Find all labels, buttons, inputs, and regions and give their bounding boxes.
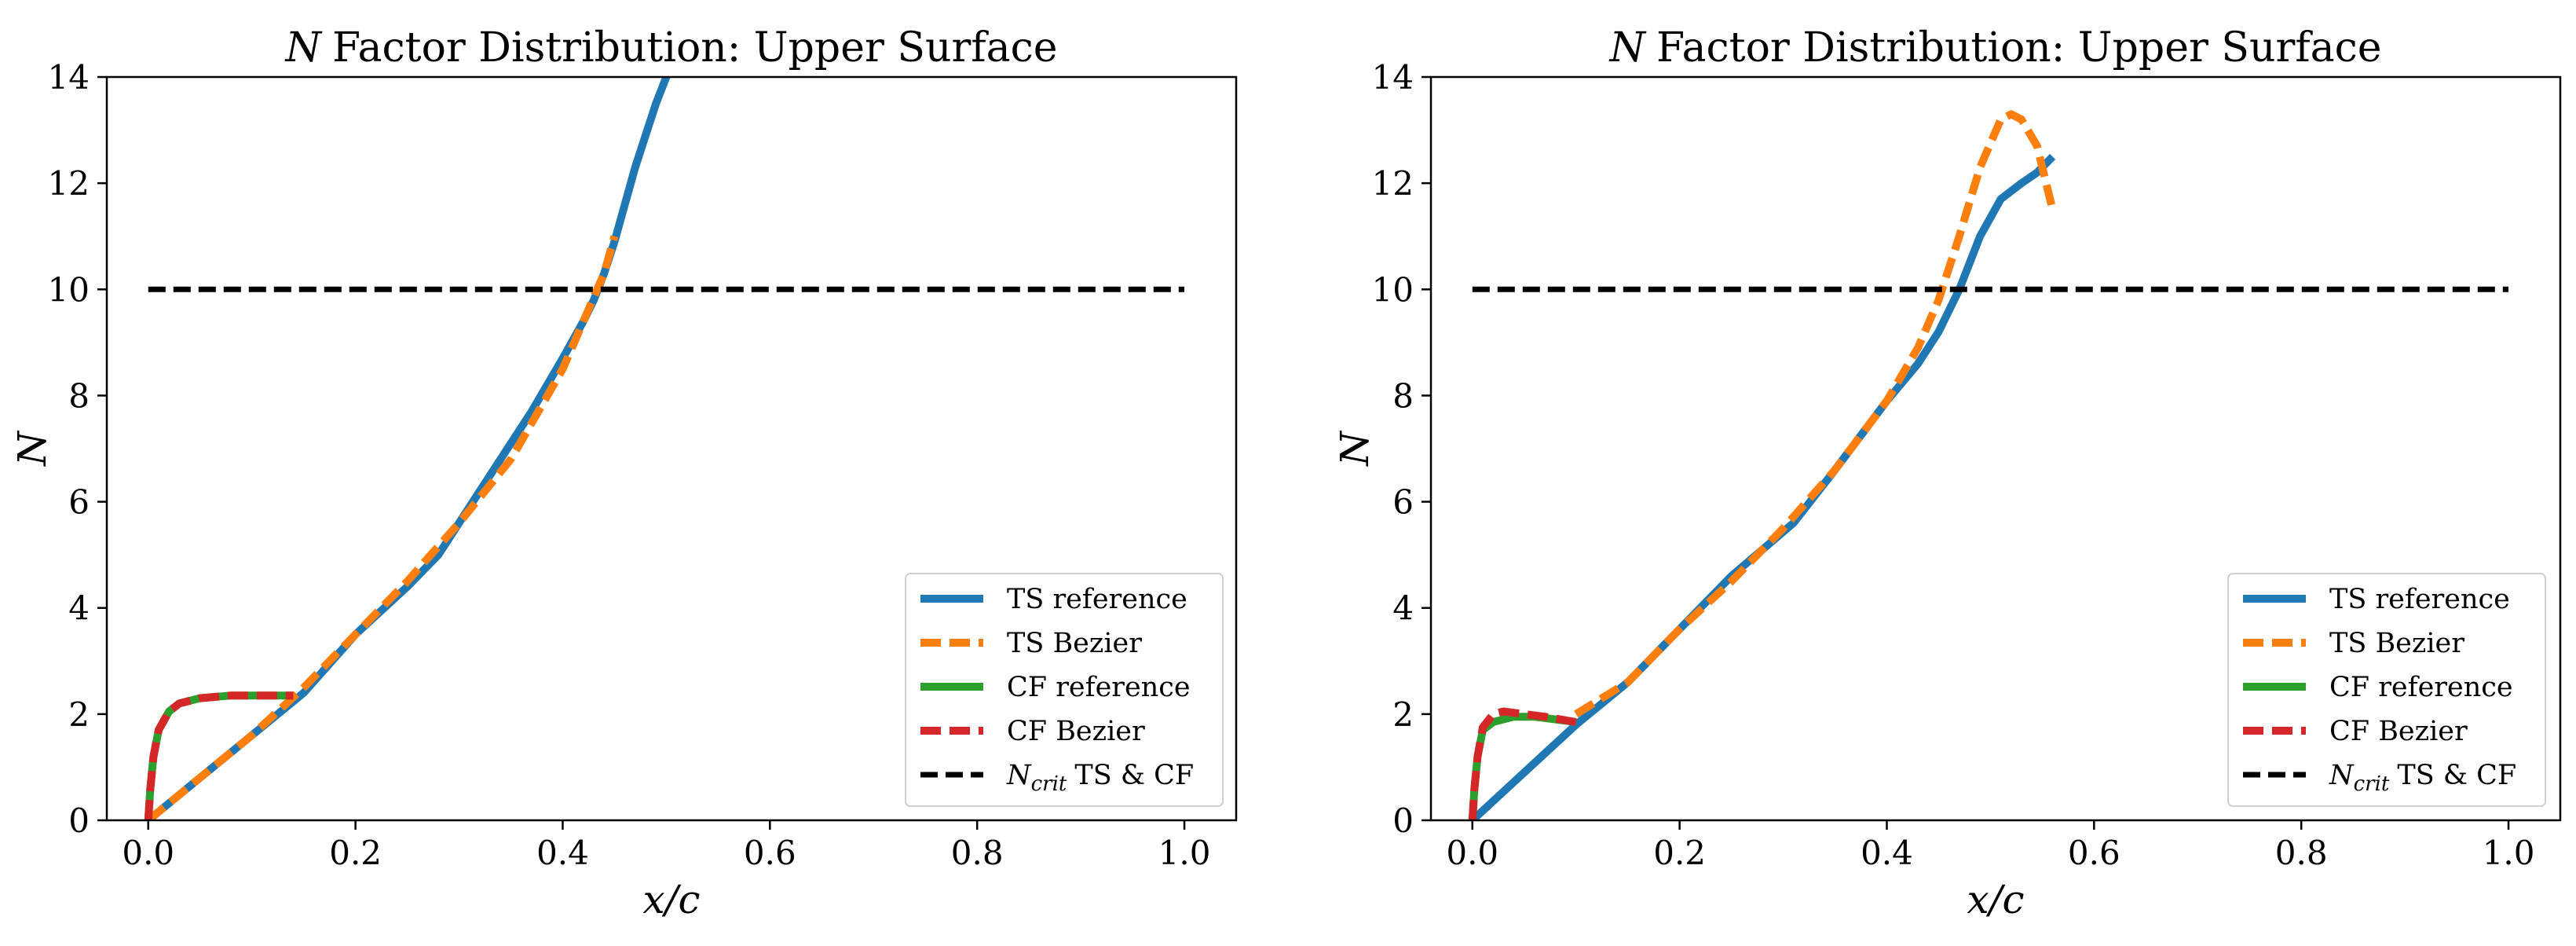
x-ticks: 0.0 0.2 0.4 0.6 0.8 1.0 (122, 820, 1210, 872)
chart-title: N Factor Distribution: Upper Surface (1608, 24, 2382, 72)
y-tick-label: 4 (68, 589, 90, 628)
title-text: Factor Distribution: Upper Surface (332, 24, 1057, 72)
y-tick-label: 8 (68, 376, 90, 415)
legend-label-ncrit: Ncrit TS & CF (2329, 760, 2516, 796)
y-axis-label: N (1332, 430, 1378, 467)
title-symbol: N (1608, 24, 1647, 72)
title-text: Factor Distribution: Upper Surface (1656, 24, 2381, 72)
legend-label-ncrit: Ncrit TS & CF (1006, 760, 1194, 796)
legend-label-ts-reference: TS reference (1007, 584, 1187, 615)
x-tick-label: 0.8 (951, 834, 1004, 872)
legend-ncrit-text: TS & CF (1074, 760, 1194, 791)
legend: TS reference TS Bezier CF reference CF B… (2227, 573, 2546, 807)
x-tick-label: 1.0 (2483, 834, 2535, 872)
series-line-ts-reference (145, 77, 671, 820)
legend-label-ts-bezier: TS Bezier (2329, 628, 2464, 659)
x-tick-label: 0.8 (2275, 834, 2328, 872)
series-line-cf-bezier (1468, 707, 1577, 820)
x-tick-label: 0.4 (536, 834, 589, 872)
series-line-ts-bezier (1574, 110, 2057, 718)
y-tick-label: 14 (1372, 58, 1414, 97)
x-tick-label: 0.2 (329, 834, 382, 872)
y-ticks: 0 2 4 6 8 10 12 14 (1372, 58, 1431, 840)
chart-title: N Factor Distribution: Upper Surface (284, 24, 1058, 72)
x-tick-label: 0.6 (2068, 834, 2120, 872)
x-tick-label: 1.0 (1158, 834, 1211, 872)
x-axis-label: x/c (642, 877, 700, 922)
legend-ncrit-subscript: crit (1031, 772, 1067, 796)
y-tick-label: 6 (68, 483, 90, 522)
series-line-ts-reference (1469, 153, 2056, 820)
legend-ncrit-symbol: N (1006, 760, 1032, 791)
series-line-ts-bezier (145, 235, 619, 820)
y-tick-label: 0 (68, 801, 90, 840)
y-tick-label: 0 (1392, 801, 1414, 840)
y-tick-label: 14 (48, 58, 90, 97)
y-tick-label: 4 (1392, 589, 1414, 628)
legend-label-cf-reference: CF reference (1007, 672, 1191, 703)
y-ticks: 0 2 4 6 8 10 12 14 (48, 58, 107, 840)
legend-label-cf-bezier: CF Bezier (1007, 716, 1145, 747)
y-tick-label: 2 (1392, 695, 1414, 734)
x-tick-label: 0.0 (122, 834, 174, 872)
legend-label-cf-reference: CF reference (2329, 672, 2513, 703)
y-tick-label: 12 (48, 164, 90, 203)
y-tick-label: 10 (48, 270, 90, 309)
title-symbol: N (284, 24, 323, 72)
series-group (1468, 110, 2508, 820)
y-tick-label: 12 (1372, 164, 1414, 203)
chart-left: N Factor Distribution: Upper Surface 0246… (9, 24, 1238, 922)
series-group (144, 77, 1184, 820)
series-line-cf-bezier (144, 691, 294, 820)
legend-box (2227, 573, 2546, 807)
chart-right: N Factor Distribution: Upper Surface 0246… (1332, 24, 2562, 922)
legend-label-ts-reference: TS reference (2329, 584, 2510, 615)
x-tick-label: 0.2 (1653, 834, 1706, 872)
y-tick-label: 2 (68, 695, 90, 734)
legend-box (905, 573, 1224, 807)
x-tick-label: 0.6 (744, 834, 796, 872)
plot-frame (105, 75, 1238, 822)
x-axis-label: x/c (1967, 877, 2024, 922)
plot-frame (1429, 75, 2562, 822)
x-ticks: 0.0 0.2 0.4 0.6 0.8 1.0 (1446, 820, 2534, 872)
legend-label-ts-bezier: TS Bezier (1007, 628, 1142, 659)
y-tick-label: 8 (1392, 376, 1414, 415)
y-axis-label: N (9, 430, 55, 467)
legend-ncrit-subscript: crit (2354, 772, 2390, 796)
legend-ncrit-symbol: N (2329, 760, 2355, 791)
y-tick-label: 10 (1372, 270, 1414, 309)
x-tick-label: 0.0 (1446, 834, 1498, 872)
legend: TS reference TS Bezier CF reference CF B… (905, 573, 1224, 807)
legend-ncrit-text: TS & CF (2397, 760, 2516, 791)
legend-label-cf-bezier: CF Bezier (2329, 716, 2468, 747)
x-tick-label: 0.4 (1861, 834, 1913, 872)
y-tick-label: 6 (1392, 483, 1414, 522)
